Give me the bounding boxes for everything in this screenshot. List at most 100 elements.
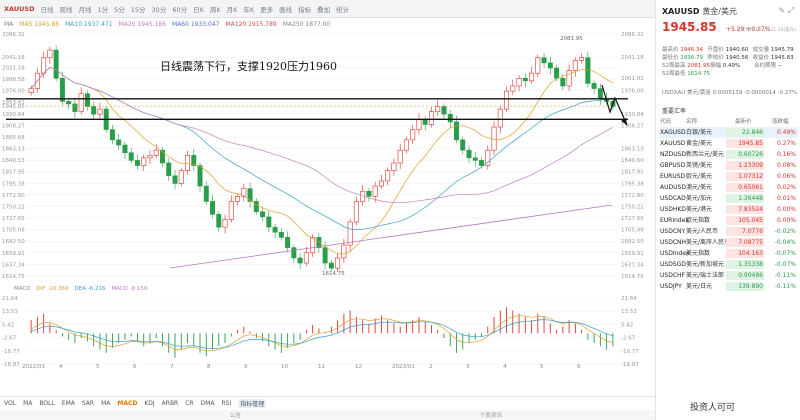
macd-right-label: 13.53 (621, 309, 637, 315)
left-axis-label: 1976.00 (2, 89, 25, 95)
candle-body (353, 201, 359, 223)
candle-body (335, 257, 341, 269)
footer-announcement[interactable]: 公告 (230, 413, 242, 419)
col-name: 名称 (686, 119, 698, 125)
indicator-tab[interactable]: MACD (117, 400, 138, 407)
rate-row[interactable]: GBPUSD 英镑/美元 1.23309 0.08% (660, 160, 798, 171)
rate-row[interactable]: XAGUSD 白银/美元 22.846 0.49% (660, 127, 798, 138)
rate-row[interactable]: EURUSD 欧元/美元 1.07312 0.06% (660, 171, 798, 182)
candle-body (297, 257, 303, 264)
toolbar-item[interactable]: 月K (226, 5, 238, 14)
toolbar-item[interactable]: 1分 (97, 5, 109, 14)
toolbar-item[interactable]: 15分 (130, 5, 146, 14)
date-tick: 8 (207, 364, 211, 370)
right-axis-label: 1795.38 (621, 181, 644, 187)
toolbar-item[interactable]: 月线 (78, 5, 92, 14)
candle-body (572, 60, 578, 71)
rate-name: 英镑/美元 (686, 162, 713, 169)
rate-name: 美元/新加坡元 (686, 261, 725, 268)
rate-row[interactable]: USDCAD 美元/加元 1.36448 0.01% (660, 193, 798, 204)
toolbar-item[interactable]: 周线 (59, 5, 73, 14)
toolbar-item[interactable]: 指标 (298, 5, 312, 14)
annotation-text: 日线震荡下行，支撑1920压力1960 (160, 60, 337, 73)
indicator-tab[interactable]: MA (23, 400, 33, 407)
right-axis-label: 1614.75 (621, 274, 644, 280)
rate-row[interactable]: USDCNY 美元/人民币 7.0776 -0.02% (660, 226, 798, 237)
candle (134, 154, 140, 170)
indicator-tab[interactable]: EMA (61, 400, 75, 407)
rate-row[interactable]: USDCNH 美元/离岸人民币 7.08775 -0.04% (660, 237, 798, 248)
rate-name: 白银/美元 (686, 129, 713, 136)
rate-row[interactable]: EURIndex 欧元指数 105.045 0.00% (660, 215, 798, 226)
toolbar-item[interactable]: 更多 (260, 5, 274, 14)
edit-icon[interactable]: ✎ (778, 6, 786, 15)
quote-panel: XAUUSD 黄金/美元 ✎ ⤢ 1945.85 +5.29 +0.27% 北京… (655, 0, 800, 420)
rate-change: 0.08% (776, 162, 796, 169)
toolbar-item[interactable]: XAUUSD (4, 4, 35, 13)
candle (341, 238, 347, 264)
indicator-tab[interactable]: DMA (200, 400, 215, 407)
candle-body (241, 188, 247, 197)
toolbar-item[interactable]: 周K (209, 5, 221, 14)
candle-body (453, 121, 459, 141)
macd-axis-label: -10.77 (2, 349, 20, 355)
candle-body (435, 106, 441, 112)
candle (491, 120, 497, 156)
indicator-tab[interactable]: 指标管理 (238, 399, 267, 408)
candle (97, 102, 103, 121)
toolbar-item[interactable]: 年K (243, 5, 255, 14)
indicator-tab[interactable]: RSI (221, 400, 232, 407)
indicator-tab[interactable]: BOLL (39, 400, 55, 407)
candle-body (428, 111, 434, 125)
right-axis-label: 1840.60 (621, 158, 644, 164)
footer-news[interactable]: 个股资讯 (480, 413, 503, 419)
candle-body (303, 252, 309, 264)
ma5-value: MA5 1945.86 (19, 20, 60, 28)
candle (203, 181, 209, 205)
toolbar-item[interactable]: 日线 (40, 5, 54, 14)
rate-row[interactable]: AUDUSD 澳元/美元 0.65061 0.02% (660, 182, 798, 193)
rate-code: EURIndex (660, 217, 689, 224)
candle-body (422, 119, 428, 125)
candle-body (522, 77, 528, 82)
rate-row[interactable]: USDIndex 美元指数 104.163 -0.07% (660, 248, 798, 259)
expand-icon[interactable]: ⤢ (787, 6, 794, 15)
toolbar-item[interactable]: 画线 (279, 5, 293, 14)
macd-right-label: -2.67 (621, 336, 636, 342)
candlestick-chart[interactable]: 2086.31 2041.18 2021.18 1998.58 1976.00 1953.… (0, 30, 655, 280)
rate-row[interactable]: XAUUSD 黄金/美元 1945.85 0.27% (660, 138, 798, 149)
rate-change: 0.00% (776, 206, 796, 213)
date-tick: 2 (429, 364, 433, 370)
candle-body (372, 185, 378, 197)
candle-body (109, 129, 115, 141)
rate-last: 0.65061 (726, 183, 764, 192)
toolbar-item[interactable]: 日K (193, 5, 204, 14)
indicator-tab[interactable]: SAR (81, 400, 95, 407)
stat-cell: 振幅 0.49% (710, 63, 741, 69)
indicator-tab[interactable]: MA (101, 400, 111, 407)
rate-row[interactable]: USDJPY 美元/日元 139.890 -0.11% (660, 281, 798, 292)
rate-row[interactable]: USDSGD 美元/新加坡元 1.35338 -0.07% (660, 259, 798, 270)
right-axis-label: 1682.50 (621, 239, 644, 245)
rate-name: 欧元/美元 (686, 173, 713, 180)
rate-last: 7.0776 (726, 227, 764, 236)
indicator-tab[interactable]: VOL (4, 400, 17, 407)
toolbar-item[interactable]: 30分 (151, 5, 167, 14)
candle-body (172, 175, 178, 184)
toolbar-item[interactable]: 5分 (114, 5, 125, 14)
candle-body (216, 213, 222, 228)
toolbar-item[interactable]: 叠加 (317, 5, 331, 14)
toolbar-item[interactable]: 统计 (336, 5, 350, 14)
rate-row[interactable]: NZDUSD 新西兰元/美元 0.60726 0.16% (660, 149, 798, 160)
indicator-tab[interactable]: CR (185, 400, 194, 407)
candle-body (253, 201, 259, 213)
macd-chart[interactable]: 21.64 13.53 5.42 -2.67 -10.77 -18.87 21.64 13.5… (0, 294, 655, 370)
indicator-tab[interactable]: ARBR (161, 400, 179, 407)
rate-row[interactable]: USDHKD 美元/港元 7.83524 0.00% (660, 204, 798, 215)
stat-cell: 最低价 1936.79 (662, 55, 703, 61)
left-axis-label: 1885.68 (2, 135, 25, 141)
rate-row[interactable]: USDCHF 美元/瑞士法郎 0.90486 -0.11% (660, 270, 798, 281)
indicator-tab[interactable]: KDJ (144, 400, 155, 407)
toolbar-item[interactable]: 60分 (172, 5, 188, 14)
panel-symbol: XAUUSD (662, 7, 700, 16)
